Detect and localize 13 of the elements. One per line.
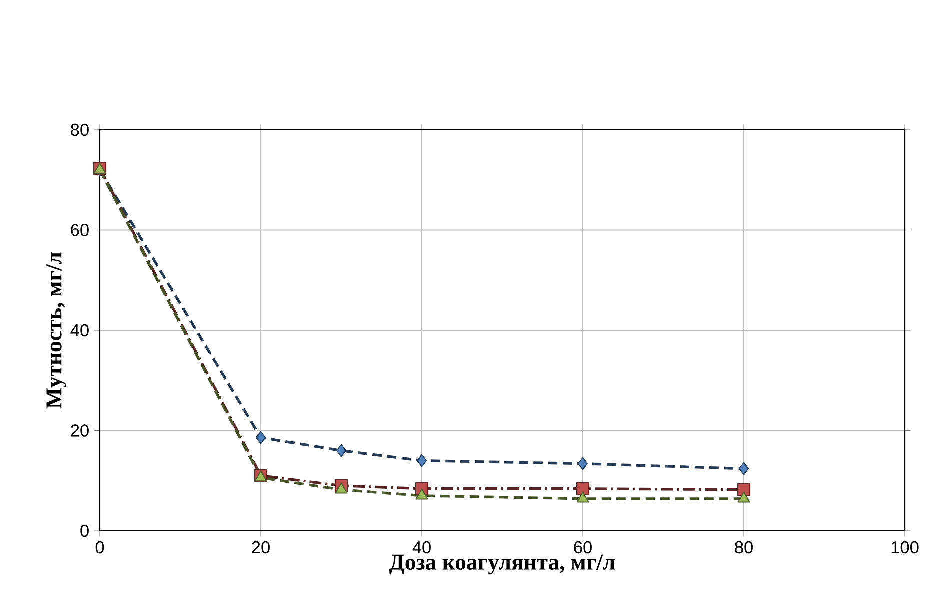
x-axis-title: Доза коагулянта, мг/л — [389, 554, 616, 575]
x-tick-label: 60 — [574, 541, 592, 554]
x-tick-label: 20 — [252, 541, 270, 554]
x-tick-label: 0 — [96, 541, 104, 554]
y-axis-title: Мутность, мг/л — [46, 252, 66, 409]
x-tick-label: 40 — [412, 541, 431, 554]
y-tick-label: 20 — [71, 424, 89, 437]
y-tick-label: 0 — [80, 524, 89, 538]
y-tick-label: 60 — [71, 224, 89, 236]
y-tick-label: 80 — [71, 124, 89, 136]
x-tick-label: 100 — [892, 541, 919, 554]
y-tick-label: 40 — [70, 324, 89, 337]
x-tick-label: 80 — [735, 541, 753, 554]
